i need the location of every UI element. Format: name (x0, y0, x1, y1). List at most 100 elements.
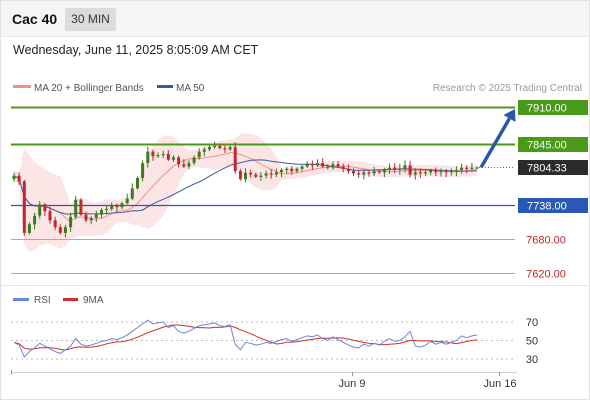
candle-body (413, 172, 417, 175)
candle-body (398, 168, 402, 170)
candle-body (141, 163, 145, 178)
candle-body (27, 224, 31, 233)
candle-body (146, 151, 150, 163)
candle-body (305, 164, 309, 167)
forecast-arrow (479, 109, 516, 169)
candle-body (38, 204, 42, 216)
candle-body (444, 171, 448, 173)
rsi-level-label: 50 (526, 336, 538, 348)
rsi-ma-line (13, 324, 478, 351)
x-tick-label-jun16: Jun 16 (483, 378, 516, 390)
candle-body (460, 167, 464, 170)
candle-body (43, 204, 47, 212)
level-label: 7620.00 (526, 269, 566, 281)
candle-body (290, 168, 294, 172)
candle-body (244, 172, 247, 180)
candle-body (110, 205, 114, 209)
candle-body (100, 210, 103, 215)
candle-body (89, 218, 93, 221)
candle-body (115, 205, 119, 208)
candle-body (316, 163, 319, 166)
candle-body (264, 173, 268, 176)
candle-body (331, 164, 335, 168)
candle-body (372, 171, 376, 174)
ma20-legend-label: MA 20 + Bollinger Bands (34, 83, 144, 94)
candle-body (403, 165, 407, 169)
candle-body (228, 147, 232, 150)
candle-body (94, 214, 98, 218)
level-label: 7910.00 (527, 103, 567, 115)
bollinger-bands (14, 133, 477, 252)
candle-body (58, 227, 62, 233)
bollinger-band-fill (14, 133, 477, 252)
candle-body (336, 164, 340, 167)
candle-body (233, 147, 237, 172)
candle-body (269, 173, 273, 175)
candle-body (151, 151, 155, 157)
candle-body (177, 157, 181, 165)
candle-body (120, 203, 124, 208)
candle-body (346, 168, 350, 172)
candle-body (295, 168, 299, 172)
instrument-title: Cac 40 (12, 11, 58, 27)
forecast-arrow-head (503, 109, 516, 122)
price-level-labels: 7910.00 7845.00 7804.33 7738.00 7680.00 7620.… (518, 100, 588, 281)
rsi-legend-swatch (13, 298, 29, 301)
candle-body (79, 199, 83, 215)
credit-text: Research © 2025 Trading Central (433, 83, 582, 94)
candle-body (156, 155, 160, 157)
level-label: 7738.00 (527, 201, 567, 213)
candle-body (105, 208, 109, 211)
level-label-box (518, 100, 588, 115)
candle-body (326, 166, 330, 168)
candle-body (74, 199, 78, 217)
ma20-legend-swatch (13, 85, 31, 88)
candle-body (434, 170, 438, 173)
candle-body (187, 163, 191, 167)
candle-body (223, 148, 227, 150)
candle-body (84, 214, 88, 221)
level-label: 7845.00 (527, 140, 567, 152)
candle-body (418, 172, 422, 174)
timeframe-button[interactable]: 30 MIN (65, 8, 116, 31)
candle-body (33, 215, 37, 225)
candle-body (377, 171, 381, 173)
candle-body (238, 171, 242, 180)
candle-body (357, 173, 361, 175)
candle-body (12, 175, 16, 180)
candle-body (352, 171, 355, 174)
candle-body (208, 147, 211, 150)
header-bar: Cac 40 30 MIN (1, 1, 589, 37)
candle-body (259, 175, 263, 177)
candle-body (48, 211, 52, 221)
forecast-arrow-shaft (479, 117, 511, 169)
candle-body (254, 174, 258, 177)
candle-body (393, 167, 397, 170)
candle-body (300, 166, 304, 169)
candle-body (341, 166, 345, 169)
candle-body (475, 167, 479, 169)
candle-body (382, 170, 386, 173)
candle-body (408, 165, 412, 175)
candlesticks (12, 141, 479, 238)
candle-body (192, 157, 196, 164)
level-label-box (518, 160, 588, 175)
candle-body (136, 178, 139, 189)
candle-body (454, 170, 458, 172)
candle-body (367, 172, 371, 174)
ma50-legend-label: MA 50 (176, 83, 205, 94)
rsi-line (13, 319, 478, 359)
level-label-box (518, 137, 588, 152)
timestamp: Wednesday, June 11, 2025 8:05:09 AM CET (13, 43, 259, 57)
candle-body (310, 164, 314, 166)
candle-body (182, 164, 186, 167)
candle-body (424, 172, 428, 174)
level-label: 7804.33 (527, 163, 567, 175)
candle-body (465, 167, 469, 169)
candle-body (197, 151, 201, 158)
candle-body (125, 198, 129, 204)
candle-body (130, 188, 134, 199)
candle-body (218, 145, 222, 149)
